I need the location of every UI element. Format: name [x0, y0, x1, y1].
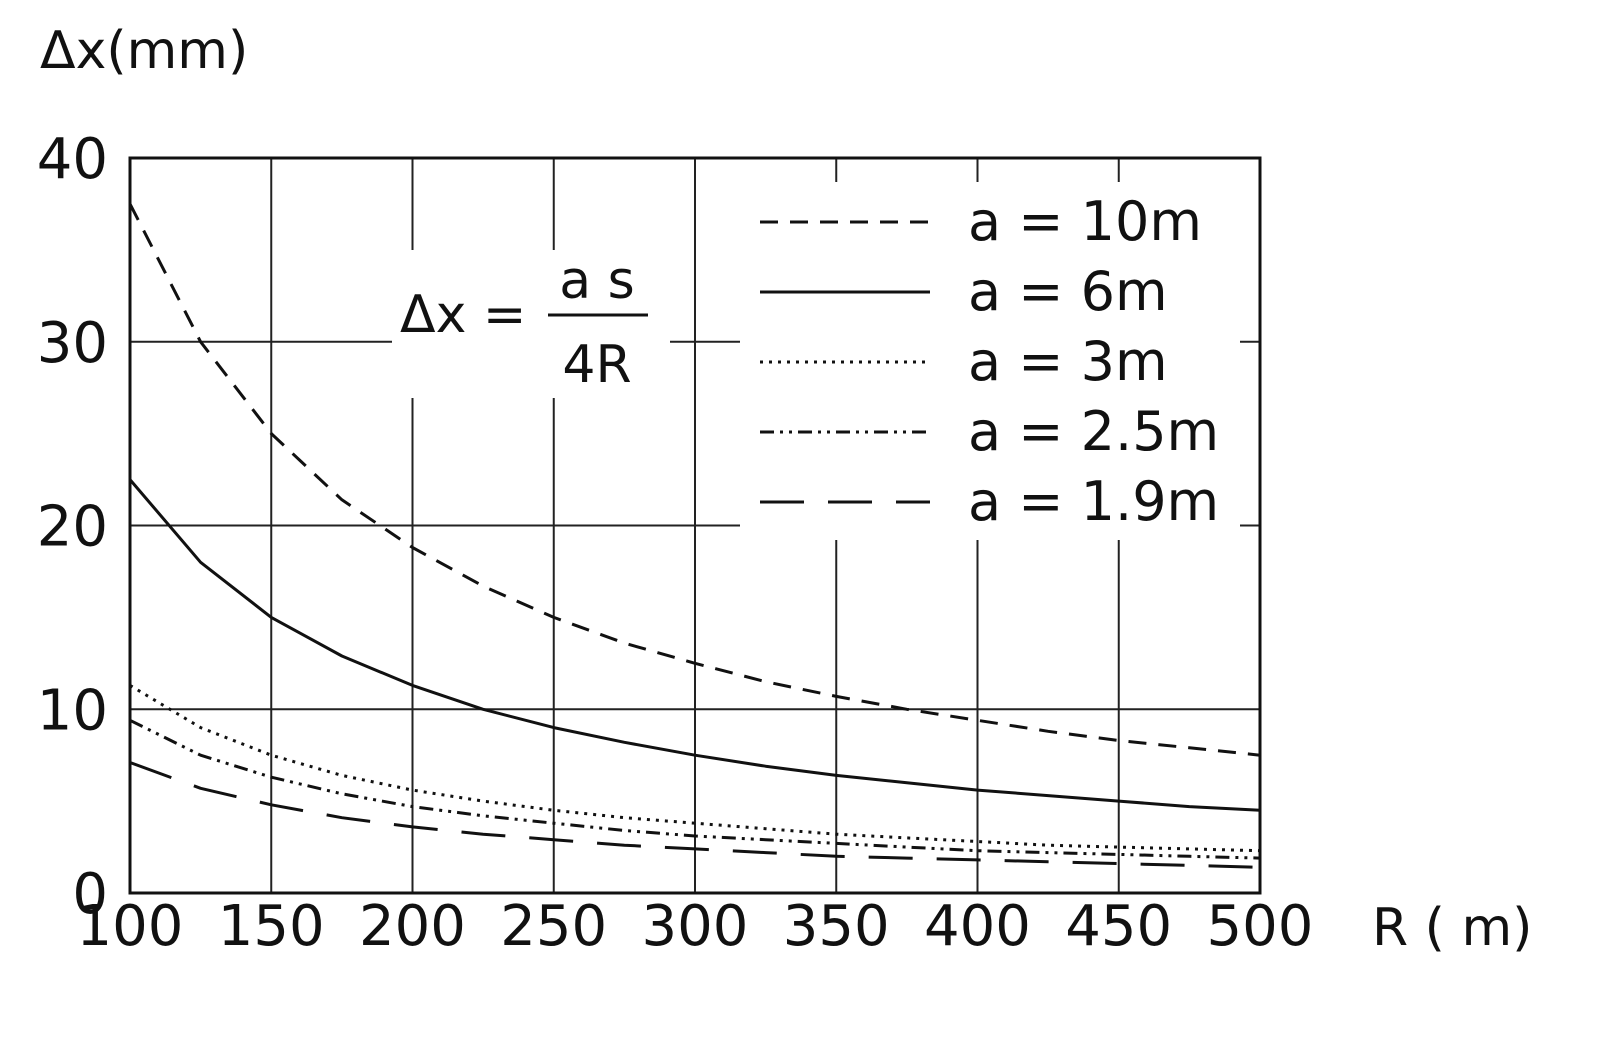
y-tick-labels: 0 10 20 30 40: [37, 127, 108, 927]
formula-numerator: a s: [559, 251, 635, 311]
series-layer: [128, 203, 1261, 869]
legend-label-1: a = 10m: [968, 190, 1202, 253]
y-tick-label: 40: [37, 127, 108, 192]
x-tick-label: 350: [783, 894, 890, 959]
series-line-5: [129, 761, 1261, 869]
series-line-2: [128, 478, 1261, 812]
x-tick-label: 150: [218, 894, 325, 959]
legend-label-3: a = 3m: [968, 330, 1168, 393]
legend: a = 10m a = 6m a = 3m a = 2.5m a = 1.9m: [740, 182, 1240, 540]
x-tick-label: 100: [77, 894, 184, 959]
series-line-1: [128, 203, 1261, 757]
x-tick-label: 300: [642, 894, 749, 959]
formula-annotation: Δx = a s 4R: [392, 250, 670, 398]
series-line-3: [129, 684, 1261, 853]
y-tick-label: 0: [72, 862, 108, 927]
y-tick-label: 30: [37, 311, 108, 376]
x-axis-title: R ( m): [1372, 898, 1532, 958]
x-tick-label: 500: [1207, 894, 1314, 959]
x-tick-label: 200: [359, 894, 466, 959]
x-tick-label: 250: [500, 894, 607, 959]
legend-label-4: a = 2.5m: [968, 400, 1219, 463]
legend-label-2: a = 6m: [968, 260, 1168, 323]
legend-label-5: a = 1.9m: [968, 470, 1219, 533]
y-tick-label: 20: [37, 495, 108, 560]
y-axis-title: Δx(mm): [40, 21, 248, 81]
x-tick-label: 400: [924, 894, 1031, 959]
series-line-4: [129, 718, 1261, 860]
plot-frame: [128, 156, 1262, 895]
x-tick-label: 450: [1065, 894, 1172, 959]
x-tick-labels: 100 150 200 250 300 350 400 450 500: [77, 894, 1314, 959]
formula-lhs: Δx =: [400, 285, 526, 345]
y-tick-label: 10: [37, 678, 108, 743]
formula-denominator: 4R: [562, 335, 631, 395]
